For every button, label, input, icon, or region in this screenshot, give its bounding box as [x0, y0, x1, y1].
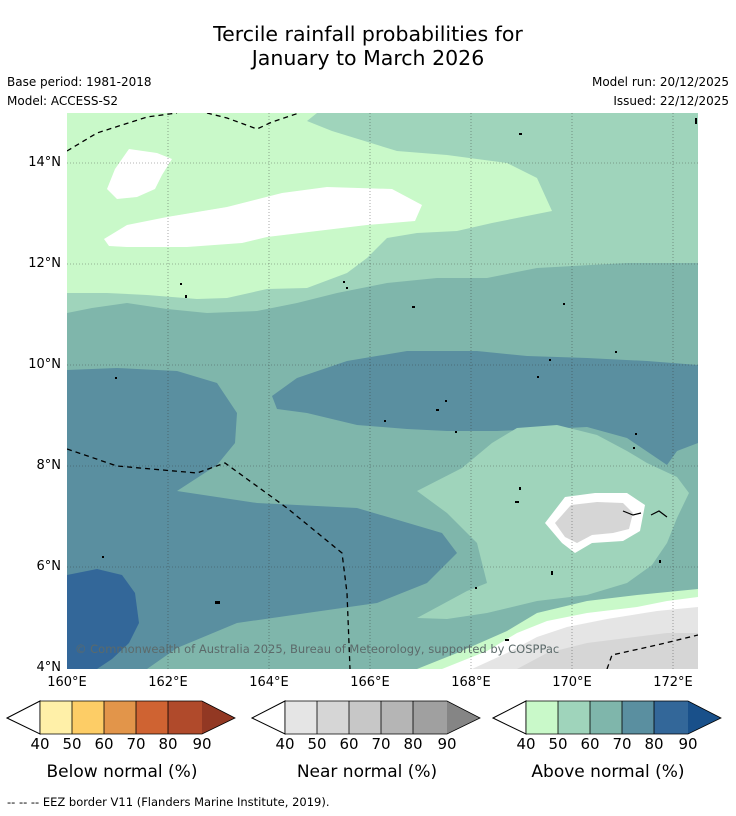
tick-above-40: 40: [516, 735, 536, 753]
colorbar-below-swatch: [104, 701, 136, 734]
colorbar-below-swatch: [136, 701, 168, 734]
eez-footnote: -- -- -- EEZ border V11 (Flanders Marine…: [7, 795, 330, 809]
lon-label-164e: 164°E: [249, 675, 289, 690]
title-line-1: Tercile rainfall probabilities for: [213, 22, 523, 46]
region-above-70-west: [67, 368, 457, 669]
base-period: Base period: 1981-2018: [7, 75, 152, 89]
tick-below-80: 80: [158, 735, 178, 753]
colorbar-near-low-arrow: [251, 700, 286, 735]
colorbar-below-high-arrow: [202, 701, 235, 734]
eez-borders: [67, 113, 698, 669]
issued-date: Issued: 22/12/2025: [613, 94, 729, 108]
tick-below-40: 40: [30, 735, 50, 753]
copyright-notice: © Commonwealth of Australia 2025, Bureau…: [75, 642, 560, 656]
lon-label-160e: 160°E: [47, 675, 87, 690]
lon-label-170e: 170°E: [552, 675, 592, 690]
lat-label-6n: 6°N: [36, 559, 62, 574]
tick-above-70: 70: [612, 735, 632, 753]
lon-label-166e: 166°E: [350, 675, 390, 690]
tick-below-60: 60: [94, 735, 114, 753]
colorbar-near-swatch: [349, 701, 381, 734]
colorbar-above-swatch: [526, 701, 558, 734]
tick-near-40: 40: [275, 735, 295, 753]
tick-near-70: 70: [371, 735, 391, 753]
colorbar-below: [6, 700, 236, 735]
tick-below-70: 70: [126, 735, 146, 753]
title-line-2: January to March 2026: [251, 46, 485, 70]
tick-near-50: 50: [307, 735, 327, 753]
region-near-50: [555, 502, 633, 543]
tick-below-50: 50: [62, 735, 82, 753]
model-run: Model run: 20/12/2025: [591, 75, 729, 89]
colorbar-near-title: Near normal (%): [296, 762, 438, 782]
lat-label-10n: 10°N: [28, 357, 61, 372]
region-above-70-central: [272, 351, 698, 465]
colorbar-above-low-arrow: [492, 700, 527, 735]
probability-map: [67, 113, 698, 669]
tick-below-90: 90: [192, 735, 212, 753]
colorbar-above: [492, 700, 722, 735]
region-white-2: [104, 187, 422, 247]
gridlines: [67, 113, 698, 669]
colorbar-below-swatch: [72, 701, 104, 734]
islands: [102, 118, 697, 641]
colorbar-near-swatch: [285, 701, 317, 734]
colorbar-above-title: Above normal (%): [531, 762, 685, 782]
tick-near-80: 80: [403, 735, 423, 753]
colorbar-above-swatch: [558, 701, 590, 734]
lat-label-8n: 8°N: [36, 458, 62, 473]
colorbar-above-swatch: [590, 701, 622, 734]
lon-label-168e: 168°E: [451, 675, 491, 690]
tick-near-60: 60: [339, 735, 359, 753]
model-name: Model: ACCESS-S2: [7, 94, 119, 108]
tick-above-60: 60: [580, 735, 600, 753]
colorbar-near-swatch: [381, 701, 413, 734]
colorbar-below-low-arrow: [6, 700, 41, 735]
lat-label-14n: 14°N: [28, 155, 61, 170]
colorbar-above-high-arrow: [688, 701, 721, 734]
map-panel: © Commonwealth of Australia 2025, Bureau…: [67, 113, 698, 669]
region-white-1: [107, 149, 172, 199]
colorbar-below-title: Below normal (%): [46, 762, 198, 782]
lon-label-172e: 172°E: [653, 675, 693, 690]
colorbar-below-swatch: [40, 701, 72, 734]
island-outlines: [622, 510, 668, 518]
lon-label-162e: 162°E: [148, 675, 188, 690]
colorbar-near-swatch: [317, 701, 349, 734]
colorbar-above-swatch: [654, 701, 688, 734]
colorbar-near-high-arrow: [447, 701, 480, 734]
map-title: Tercile rainfall probabilities for Janua…: [0, 22, 736, 70]
lat-label-4n: 4°N: [36, 660, 62, 675]
tick-above-50: 50: [548, 735, 568, 753]
colorbar-near: [251, 700, 481, 735]
tick-above-80: 80: [644, 735, 664, 753]
tick-near-90: 90: [437, 735, 457, 753]
meta-right: Model run: 20/12/2025 Issued: 22/12/2025: [592, 73, 729, 111]
colorbar-near-swatch: [413, 701, 447, 734]
tick-above-90: 90: [678, 735, 698, 753]
meta-left: Base period: 1981-2018 Model: ACCESS-S2: [7, 73, 152, 111]
region-near-50-se: [517, 633, 698, 669]
colorbar-below-swatch: [168, 701, 202, 734]
lat-label-12n: 12°N: [28, 256, 61, 271]
colorbar-above-swatch: [622, 701, 654, 734]
region-above-80-sw: [67, 569, 139, 669]
